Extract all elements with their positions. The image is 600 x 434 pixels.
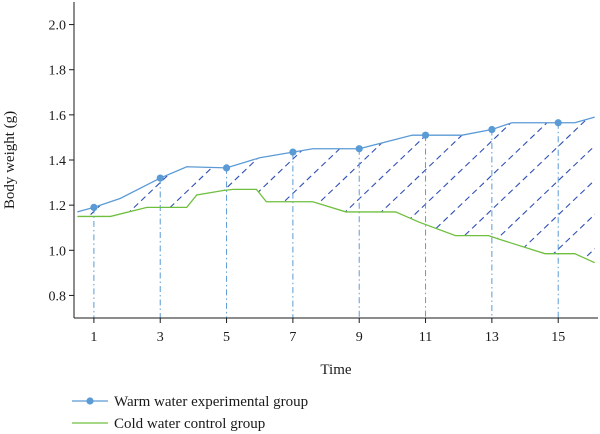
y-tick-label: 2.0 — [49, 19, 67, 34]
hatch-line — [305, 117, 595, 263]
hatch-line — [341, 117, 595, 263]
data-point-marker — [355, 145, 363, 153]
hatch-line — [449, 117, 595, 263]
hatch-line — [125, 117, 459, 263]
x-tick-label: 1 — [90, 330, 97, 345]
x-tick-label: 7 — [289, 330, 296, 345]
hatch-line — [233, 117, 567, 263]
hatch-line — [89, 117, 423, 263]
data-point-marker — [421, 131, 430, 139]
y-tick-label: 1.0 — [49, 244, 67, 259]
hatch-line — [377, 117, 595, 263]
series-lines — [77, 116, 595, 264]
legend: Warm water experimental group Cold water… — [72, 394, 308, 432]
y-tick-label: 1.4 — [49, 154, 67, 169]
data-point-marker — [554, 119, 562, 127]
y-tick-label: 0.8 — [49, 289, 67, 304]
hatch-line — [485, 117, 595, 263]
legend-marker-warm-water — [86, 397, 94, 405]
hatch-line — [197, 117, 531, 263]
x-tick-label: 15 — [551, 330, 565, 345]
hatch-line — [77, 117, 207, 263]
hatch-line — [161, 117, 495, 263]
hatched-difference-area — [77, 117, 595, 263]
y-tick-label: 1.2 — [49, 199, 67, 214]
hatch-line — [77, 117, 171, 263]
data-point-marker — [90, 203, 98, 211]
data-point-marker — [222, 164, 231, 172]
axes — [73, 2, 598, 319]
legend-label-cold-water: Cold water control group — [114, 416, 265, 432]
hatch-line — [77, 117, 387, 263]
hatch-line — [77, 117, 243, 263]
y-tick-label: 1.8 — [49, 64, 67, 79]
y-axis-title: Body weight (g) — [2, 111, 18, 209]
x-tick-label: 11 — [419, 330, 432, 345]
warm-water-series-line — [77, 116, 595, 213]
x-tick-label: 9 — [356, 330, 363, 345]
series-markers — [90, 119, 562, 211]
hatch-line — [593, 117, 595, 263]
y-tick-label: 1.6 — [49, 109, 67, 124]
drop-lines — [93, 122, 559, 318]
hatch-line — [77, 117, 315, 263]
x-tick-label: 5 — [223, 330, 230, 345]
x-axis-title: Time — [320, 362, 351, 378]
x-tick-label: 3 — [157, 330, 164, 345]
hatch-line — [413, 117, 595, 263]
data-point-marker — [488, 125, 496, 134]
hatch-line — [77, 117, 279, 263]
cold-water-series-line — [77, 188, 595, 264]
legend-label-warm-water: Warm water experimental group — [114, 394, 308, 410]
hatch-line — [521, 117, 595, 263]
hatch-line — [77, 117, 351, 263]
data-point-marker — [289, 148, 297, 156]
hatch-line — [557, 117, 595, 263]
tick-marks: 0.81.01.21.41.61.82.01 3 5 7 9 11 13 15 — [49, 19, 566, 345]
hatch-line — [269, 117, 595, 263]
x-tick-label: 13 — [485, 330, 499, 345]
data-point-marker — [156, 174, 164, 182]
hatch-line — [77, 117, 135, 263]
